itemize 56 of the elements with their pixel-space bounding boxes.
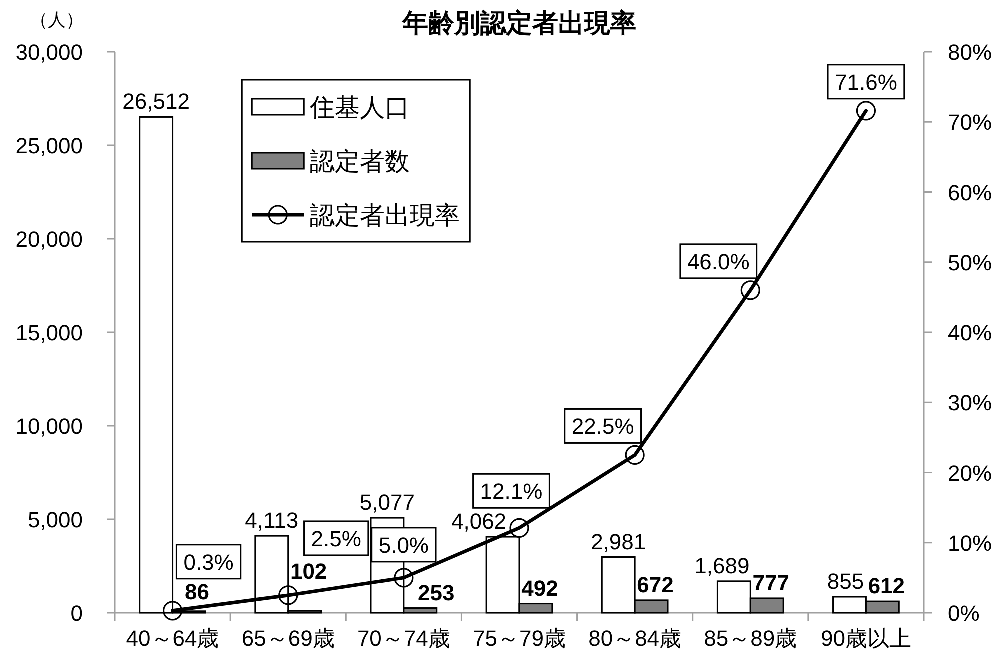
y-tick-label: 15,000 xyxy=(16,320,83,346)
point xyxy=(510,518,530,538)
x-tick-label: 40～64歳 xyxy=(126,626,220,651)
y2-tick-label: 30% xyxy=(948,390,992,416)
y-tick-label: 10,000 xyxy=(16,414,83,439)
data-label: 612 xyxy=(868,574,906,599)
data-label: 2,981 xyxy=(591,529,646,554)
data-label: 46.0% xyxy=(687,249,750,274)
y-tick-label: 30,000 xyxy=(16,40,83,65)
data-label: 672 xyxy=(637,572,674,598)
point xyxy=(625,445,645,466)
data-label: 1,689 xyxy=(694,553,750,578)
point xyxy=(278,586,298,606)
data-label: 2.5% xyxy=(311,526,362,552)
data-label: 12.1% xyxy=(480,479,543,504)
y2-tick-label: 40% xyxy=(948,320,992,346)
legend-label: 認定者数 xyxy=(310,148,410,176)
x-tick-label: 75～79歳 xyxy=(473,626,566,651)
y2-tick-label: 60% xyxy=(948,180,992,206)
data-label: 0.3% xyxy=(184,550,234,575)
data-label: 253 xyxy=(418,580,455,606)
legend-label: 住基人口 xyxy=(309,94,410,122)
data-label: 855 xyxy=(827,569,864,594)
data-label: 4,062 xyxy=(452,509,507,534)
data-label: 22.5% xyxy=(572,414,634,440)
data-label: 102 xyxy=(290,559,328,584)
y-tick-label: 0 xyxy=(70,601,83,626)
y-tick-label: 20,000 xyxy=(16,227,83,252)
data-label: 777 xyxy=(752,570,790,596)
y-tick-label: 5,000 xyxy=(28,508,83,532)
y2-tick-label: 80% xyxy=(948,40,992,65)
point xyxy=(394,568,414,588)
legend-label: 認定者出現率 xyxy=(310,202,460,230)
data-label: 492 xyxy=(522,576,558,601)
y2-tick-label: 50% xyxy=(948,250,992,276)
data-label: 86 xyxy=(185,579,210,604)
point xyxy=(740,280,760,300)
x-tick-label: 80～84歳 xyxy=(588,626,682,651)
x-tick-label: 90歳以上 xyxy=(820,626,912,651)
y-axis-title: （人） xyxy=(30,10,84,30)
data-label: 5.0% xyxy=(378,532,430,558)
y-tick-label: 25,000 xyxy=(16,134,83,158)
chart-title: 年齢別認定者出現率 xyxy=(402,8,636,38)
y2-tick-label: 0% xyxy=(948,601,980,626)
point xyxy=(162,601,183,621)
data-label: 4,113 xyxy=(245,508,299,534)
x-tick-label: 70～74歳 xyxy=(357,626,450,651)
x-tick-label: 65～69歳 xyxy=(242,626,335,651)
point xyxy=(856,101,876,121)
y2-tick-label: 70% xyxy=(948,110,992,136)
y2-tick-label: 10% xyxy=(948,530,992,556)
data-label: 5,077 xyxy=(360,490,415,516)
data-label: 71.6% xyxy=(835,70,898,95)
x-tick-label: 85～89歳 xyxy=(704,626,798,651)
y2-tick-label: 20% xyxy=(948,460,992,486)
data-label: 26,512 xyxy=(122,89,190,114)
